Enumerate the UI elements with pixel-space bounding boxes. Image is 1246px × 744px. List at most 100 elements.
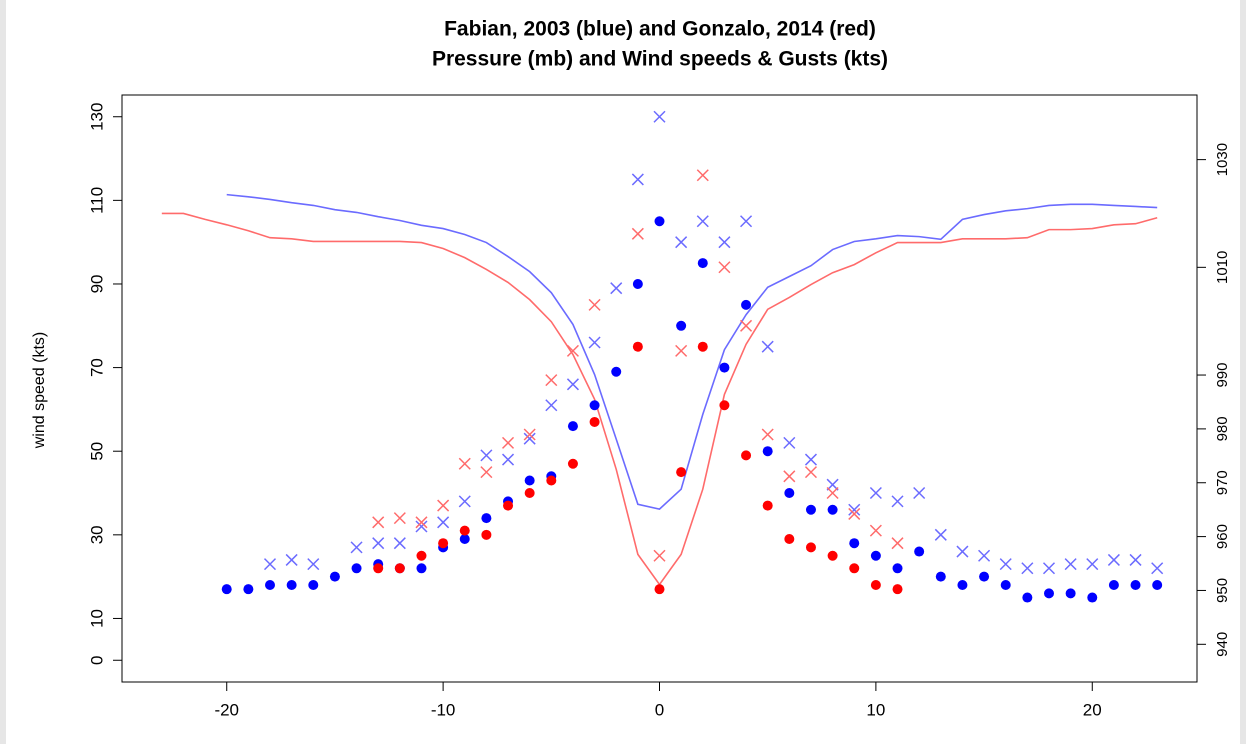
- gust-point: [804, 453, 817, 466]
- wind-point: [589, 400, 600, 411]
- wind-point: [394, 563, 405, 574]
- gust-point: [826, 486, 839, 500]
- gust-point: [415, 516, 428, 529]
- wind-point: [329, 571, 340, 582]
- wind-point: [827, 550, 838, 561]
- wind-point: [546, 475, 557, 486]
- y2-tick-label: 1030: [1214, 143, 1231, 176]
- wind-point: [805, 542, 816, 553]
- y2-tick-label: 970: [1214, 470, 1231, 495]
- chart-subtitle: Pressure (mb) and Wind speeds & Gusts (k…: [432, 48, 888, 71]
- y2-tick-label: 960: [1214, 524, 1231, 549]
- gust-point: [523, 428, 536, 441]
- gust-point: [999, 558, 1012, 571]
- gust-point: [653, 110, 666, 123]
- wind-point: [524, 488, 535, 499]
- wind-point: [373, 563, 384, 574]
- wind-point: [719, 362, 730, 373]
- gust-point: [718, 261, 731, 274]
- x-tick-label: -20: [214, 700, 239, 719]
- wind-point: [849, 538, 860, 549]
- wind-point: [741, 299, 752, 310]
- wind-point: [438, 538, 449, 549]
- y-tick-label: 130: [87, 103, 106, 131]
- x-tick-label: 10: [866, 700, 885, 719]
- wind-point: [611, 366, 622, 377]
- gust-point: [740, 215, 753, 228]
- gust-point: [740, 319, 753, 332]
- wind-point: [762, 500, 773, 511]
- gust-point: [804, 466, 817, 479]
- wind-point: [459, 525, 470, 536]
- gust-point: [761, 340, 774, 353]
- gust-point: [502, 436, 515, 449]
- gust-point: [848, 503, 861, 516]
- gust-point: [1129, 553, 1142, 566]
- y-tick-label: 70: [87, 358, 106, 377]
- wind-point: [243, 584, 254, 595]
- gust-point: [675, 344, 688, 357]
- gust-point: [783, 470, 796, 483]
- gust-point: [869, 486, 882, 500]
- y-tick-label: 50: [87, 442, 106, 461]
- gust-point: [891, 495, 904, 508]
- wind-point: [1108, 580, 1119, 591]
- wind-point: [286, 580, 297, 591]
- gust-point: [978, 549, 991, 562]
- wind-point: [957, 580, 968, 591]
- gust-point: [610, 282, 623, 295]
- gust-point: [588, 298, 601, 311]
- y2-tick-label: 940: [1214, 632, 1231, 657]
- gust-point: [502, 453, 515, 466]
- wind-point: [697, 258, 708, 269]
- panel: [6, 0, 1240, 744]
- gust-point: [523, 432, 536, 445]
- wind-point: [459, 534, 470, 545]
- gust-point: [458, 457, 471, 470]
- gust-point: [675, 236, 688, 249]
- wind-point: [654, 216, 665, 227]
- gust-point: [631, 173, 644, 186]
- x-tick-label: -10: [431, 700, 456, 719]
- wind-point: [784, 534, 795, 545]
- gust-point: [393, 537, 406, 550]
- wind-point: [719, 400, 730, 411]
- gust-point: [393, 512, 406, 525]
- wind-point: [741, 450, 752, 461]
- wind-point: [481, 529, 492, 540]
- gust-point: [566, 344, 579, 357]
- y-axis-label: wind speed (kts): [31, 332, 48, 450]
- gust-point: [869, 524, 882, 537]
- wind-point: [935, 571, 946, 582]
- wind-point: [481, 513, 492, 524]
- wind-point: [1043, 588, 1054, 599]
- wind-point: [1152, 580, 1163, 591]
- gust-point: [566, 378, 579, 391]
- gust-point: [696, 215, 709, 228]
- wind-point: [676, 467, 687, 478]
- chart-title: Fabian, 2003 (blue) and Gonzalo, 2014 (r…: [444, 18, 876, 41]
- y-tick-label: 10: [87, 609, 106, 628]
- wind-point: [827, 504, 838, 515]
- gust-point: [718, 236, 731, 249]
- gust-point: [934, 528, 947, 541]
- wind-point: [914, 546, 925, 557]
- gust-point: [263, 558, 277, 571]
- gust-point: [545, 374, 558, 387]
- gust-point: [437, 516, 450, 529]
- gust-point: [1042, 562, 1056, 575]
- x-tick-label: 20: [1083, 700, 1102, 719]
- gust-point: [415, 520, 428, 533]
- wind-point: [870, 580, 881, 591]
- wind-point: [1065, 588, 1076, 599]
- wind-point: [892, 584, 903, 595]
- gust-point: [545, 399, 558, 412]
- gust-point: [1086, 558, 1099, 571]
- wind-point: [849, 563, 860, 574]
- x-tick-label: 0: [655, 700, 664, 719]
- y-tick-label: 90: [87, 275, 106, 294]
- gust-point: [307, 558, 320, 571]
- gust-point: [372, 537, 385, 550]
- wind-point: [870, 550, 881, 561]
